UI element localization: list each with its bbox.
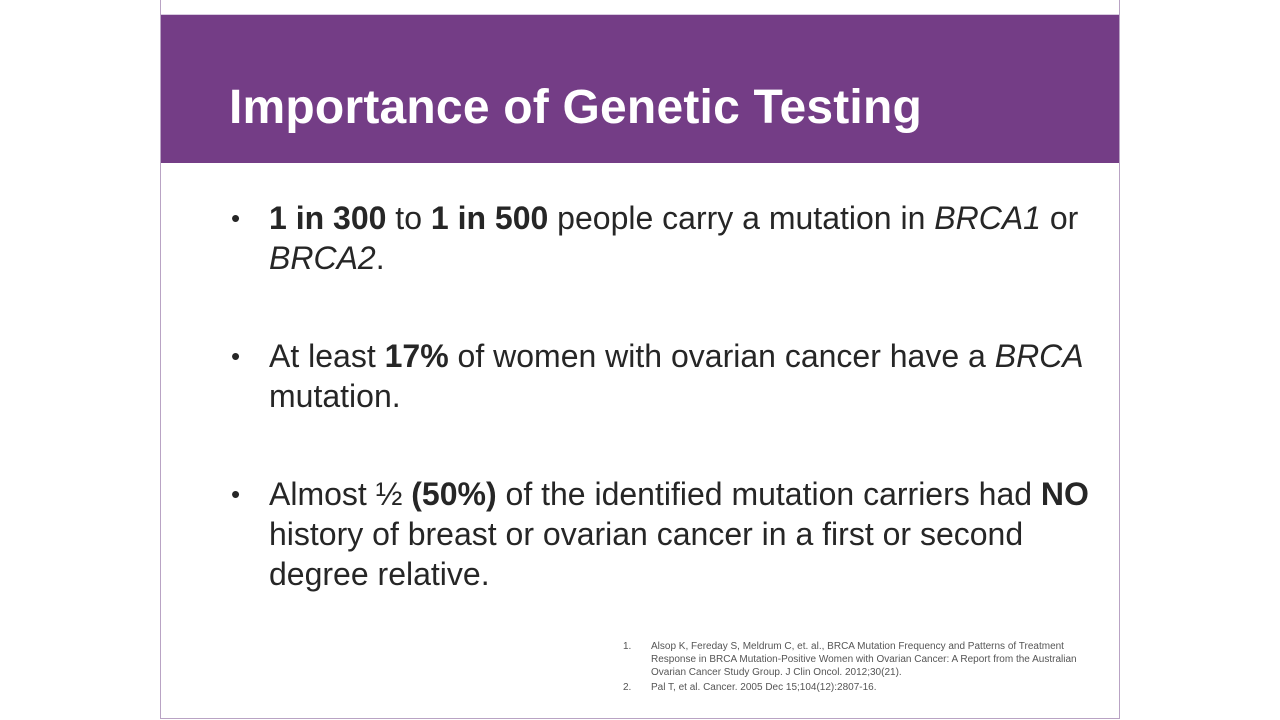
- slide-title: Importance of Genetic Testing: [229, 81, 923, 134]
- bullet-item: • 1 in 300 to 1 in 500 people carry a mut…: [231, 198, 1091, 278]
- bullet-text-segment: 1 in 300: [269, 200, 387, 236]
- bullet-text-segment: of the identified mutation carriers had: [496, 476, 1041, 512]
- bullet-text-segment: BRCA1: [934, 200, 1041, 236]
- bullet-text-segment: or: [1040, 200, 1079, 236]
- reference-number: 1.: [623, 641, 632, 652]
- reference-number: 2.: [623, 682, 632, 693]
- bullet-marker: •: [231, 479, 241, 509]
- reference-item: 1. Alsop K, Fereday S, Meldrum C, et. al.…: [623, 640, 1103, 679]
- bullet-item: • Almost ½ (50%) of the identified mutati…: [231, 474, 1091, 594]
- bullet-list: • 1 in 300 to 1 in 500 people carry a mut…: [231, 198, 1091, 594]
- reference-text: Alsop K, Fereday S, Meldrum C, et. al., …: [651, 641, 1077, 678]
- reference-item: 2. Pal T, et al. Cancer. 2005 Dec 15;104(…: [623, 681, 1103, 694]
- title-bar: [161, 15, 1119, 163]
- slide-top-strip: [161, 0, 1119, 15]
- bullet-item: • At least 17% of women with ovarian canc…: [231, 336, 1091, 416]
- bullet-text-segment: people carry a mutation in: [548, 200, 935, 236]
- bullet-text-segment: 1 in 500: [430, 200, 549, 236]
- bullet-text-segment: .: [375, 240, 385, 276]
- bullet-marker: •: [231, 341, 241, 371]
- bullet-text-segment: At least: [269, 338, 385, 374]
- bullet-marker: •: [231, 203, 241, 233]
- presentation-slide: Importance of Genetic Testing • 1 in 300 …: [160, 0, 1120, 719]
- bullet-text-segment: BRCA: [994, 338, 1084, 374]
- bullet-text-segment: of women with ovarian cancer have a: [448, 338, 995, 374]
- bullet-text-segment: NO: [1040, 476, 1089, 512]
- bullet-text-segment: history of breast or ovarian cancer in a…: [269, 516, 1024, 592]
- bullet-text-segment: Almost ½: [269, 476, 412, 512]
- bullet-text-segment: 17%: [384, 338, 449, 374]
- bullet-text-segment: BRCA2: [269, 240, 376, 276]
- bullet-text-segment: to: [386, 200, 431, 236]
- bullet-text-segment: mutation.: [269, 378, 401, 414]
- bullet-text-segment: (50%): [411, 476, 497, 512]
- reference-list: 1. Alsop K, Fereday S, Meldrum C, et. al.…: [623, 640, 1103, 694]
- reference-text: Pal T, et al. Cancer. 2005 Dec 15;104(12…: [651, 682, 877, 693]
